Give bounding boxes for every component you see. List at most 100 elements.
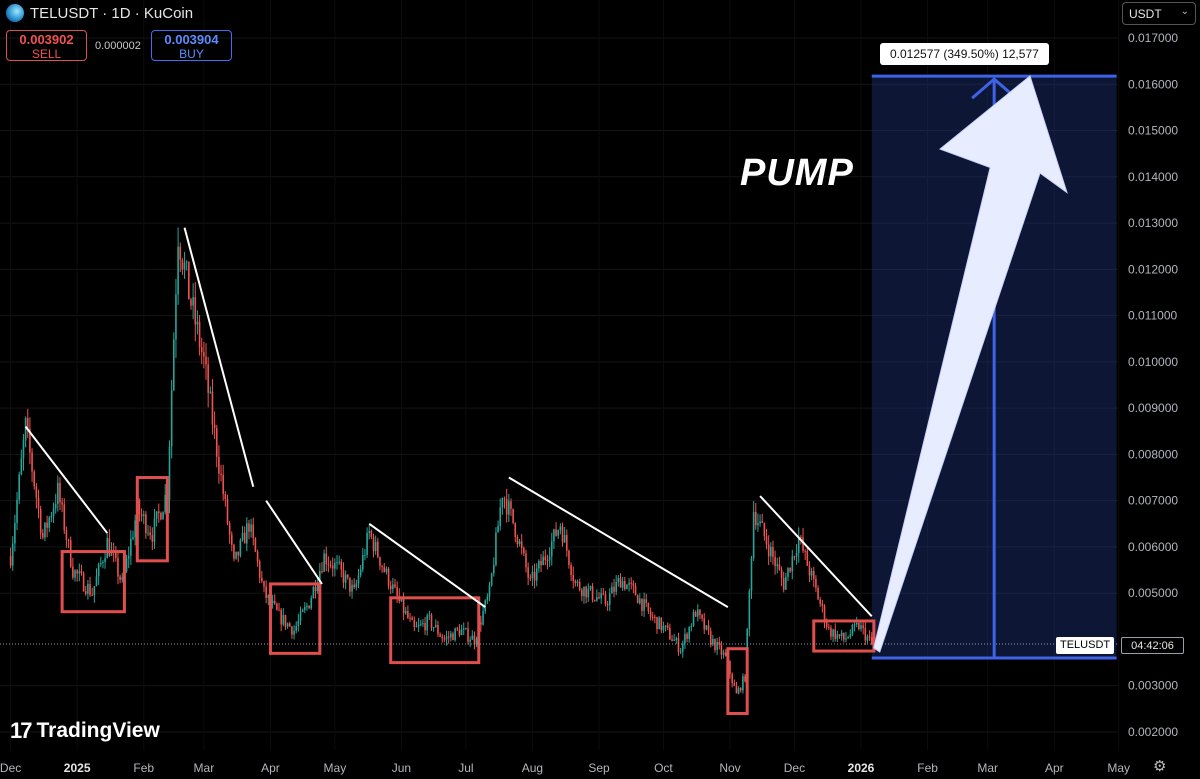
trendline — [759, 495, 873, 618]
candle-body — [709, 630, 712, 645]
candle-body — [855, 622, 858, 625]
pump-annotation: PUMP — [740, 152, 854, 194]
candle-body — [853, 624, 856, 626]
candle-body — [731, 674, 733, 684]
candle-body — [716, 641, 718, 650]
candle-body — [175, 294, 177, 340]
candle-body — [276, 603, 278, 610]
currency-select[interactable]: USDT ⌄ — [1122, 2, 1196, 25]
trendline — [24, 426, 109, 534]
candle-body — [267, 595, 270, 598]
candle-body — [233, 544, 235, 559]
candle-body — [364, 554, 366, 556]
candle-body — [213, 424, 216, 429]
tel-coin-icon — [6, 4, 24, 22]
candle-body — [445, 636, 448, 640]
candle-body — [508, 501, 510, 515]
candle-body — [707, 625, 710, 631]
candle-body — [432, 627, 435, 629]
price-axis: 0.017000 0.016000 0.015000 0.014000 0.013000… — [1128, 31, 1178, 739]
projection-arrowhead — [971, 77, 1018, 100]
candle-body — [589, 586, 592, 589]
candle-body — [377, 541, 379, 558]
candle-body — [215, 428, 218, 457]
candle-body — [104, 558, 106, 563]
candle-body — [578, 581, 581, 590]
candle-body — [497, 525, 499, 533]
candle-body — [334, 562, 336, 569]
candle-body — [389, 585, 392, 590]
candle-body — [218, 456, 220, 474]
candle-body — [791, 556, 794, 572]
candle-body — [572, 574, 575, 581]
spread-value: 0.000002 — [95, 40, 141, 52]
candle-body — [679, 651, 682, 653]
candle-body — [808, 565, 811, 576]
candle-body — [720, 645, 723, 655]
candle-body — [426, 615, 429, 631]
candle-body — [656, 617, 658, 630]
trendlines — [24, 227, 873, 618]
y-tick-label: 0.006000 — [1128, 540, 1178, 554]
candle-body — [802, 537, 804, 551]
candle-body — [57, 482, 59, 505]
candle-body — [600, 593, 602, 599]
candle-body — [630, 582, 633, 584]
candle-body — [392, 584, 394, 590]
candle-body — [858, 622, 860, 630]
candle-body — [870, 637, 873, 644]
candle-body — [817, 587, 819, 600]
candle-body — [250, 524, 252, 532]
buy-button[interactable]: 0.003904 BUY — [151, 30, 232, 61]
candle-body — [209, 391, 212, 393]
candle-body — [22, 440, 25, 459]
brand-name: TradingView — [36, 719, 160, 742]
candle-body — [795, 552, 798, 557]
symbol-title[interactable]: TELUSDT · 1D · KuCoin — [30, 4, 194, 22]
candle-body — [669, 627, 671, 640]
candle-body — [606, 604, 609, 606]
candle-body — [576, 581, 579, 583]
candle-body — [372, 536, 375, 552]
candle-body — [173, 339, 175, 391]
candle-body — [701, 614, 703, 619]
candle-body — [106, 538, 109, 559]
candle-body — [164, 494, 167, 513]
candle-body — [203, 352, 205, 357]
x-tick-label: Dec — [0, 761, 21, 775]
candle-body — [845, 638, 847, 640]
candle-body — [649, 611, 652, 617]
candle-body — [441, 636, 444, 639]
candle-body — [293, 630, 295, 635]
x-tick-label: 2025 — [64, 761, 91, 775]
candle-body — [304, 606, 306, 610]
candle-body — [261, 577, 263, 582]
x-tick-label: Feb — [917, 761, 938, 775]
candle-body — [297, 620, 300, 627]
chart-header: TELUSDT · 1D · KuCoin — [6, 4, 193, 22]
candle-body — [319, 571, 321, 584]
candle-body — [205, 356, 207, 365]
sell-button[interactable]: 0.003902 SELL — [6, 30, 87, 61]
candle-body — [645, 599, 648, 604]
candle-body — [52, 508, 55, 516]
candle-body — [321, 571, 323, 573]
x-tick-label: Jul — [458, 761, 473, 775]
candle-body — [273, 600, 276, 604]
candle-body — [621, 581, 624, 588]
symbol-price-tag: TELUSDT — [1056, 637, 1115, 654]
candle-body — [33, 471, 36, 487]
candle-body — [548, 556, 551, 561]
candle-body — [127, 555, 130, 559]
trendline — [183, 227, 255, 488]
candle-body — [404, 611, 407, 614]
candle-body — [63, 504, 66, 531]
candle-body — [662, 625, 665, 631]
candle-body — [797, 536, 800, 553]
candle-body — [237, 551, 240, 556]
candle-body — [151, 535, 154, 542]
candle-body — [241, 532, 244, 540]
gear-icon[interactable]: ⚙ — [1153, 758, 1167, 775]
y-tick-label: 0.002000 — [1128, 725, 1178, 739]
